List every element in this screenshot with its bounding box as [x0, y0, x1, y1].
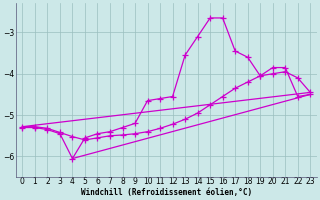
- X-axis label: Windchill (Refroidissement éolien,°C): Windchill (Refroidissement éolien,°C): [81, 188, 252, 197]
